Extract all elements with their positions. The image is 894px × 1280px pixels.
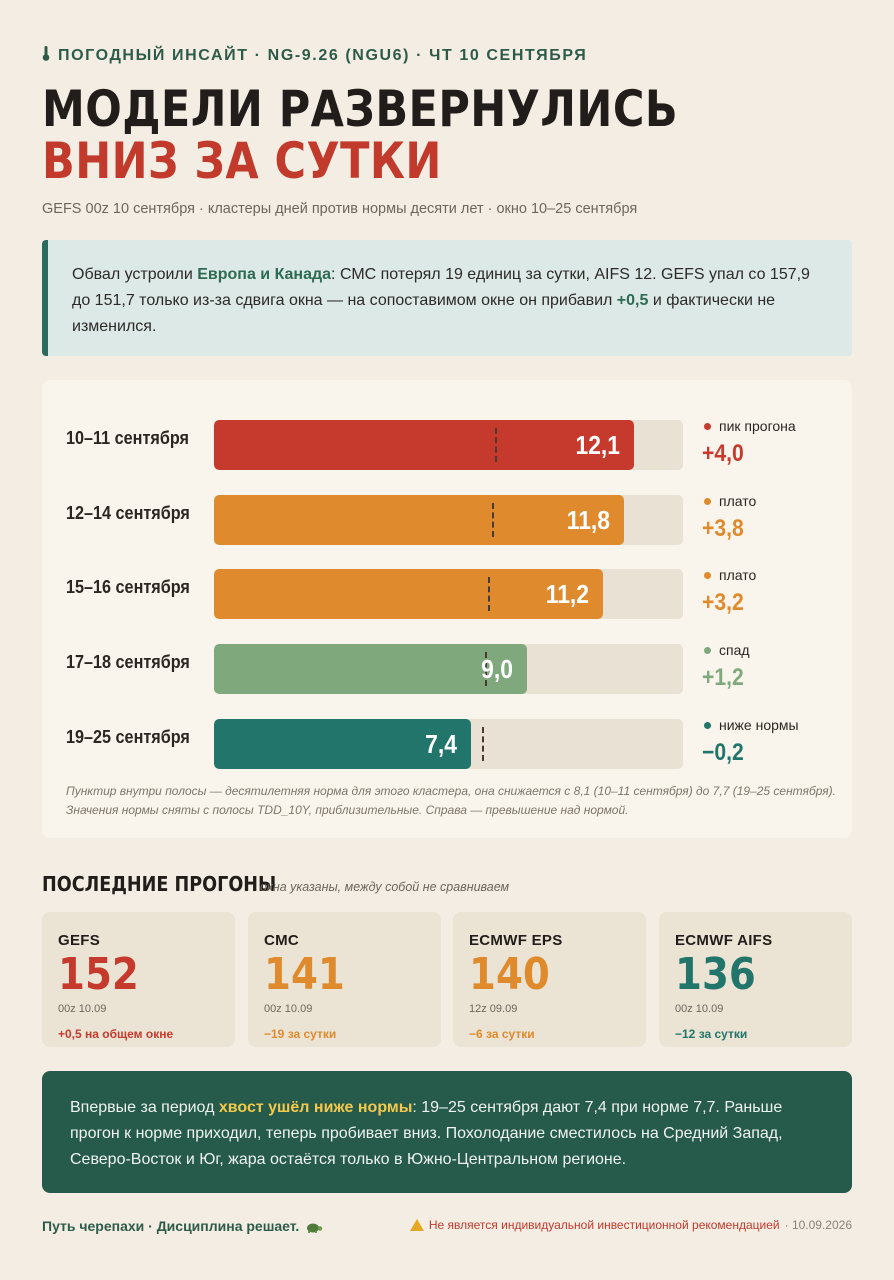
- category-label: 15–16 сентября: [66, 577, 190, 597]
- model-name: ECMWF AIFS: [675, 932, 773, 949]
- norm-marker: [492, 503, 494, 537]
- status-text: плато: [719, 567, 757, 583]
- deviation-value: −0,2: [702, 739, 744, 766]
- bar: [214, 495, 624, 545]
- turtle-icon: [305, 1220, 323, 1233]
- model-card-gefs: GEFS 152 00z 10.09 +0,5 на общем окне: [42, 912, 235, 1047]
- kicker-text: ПОГОДНЫЙ ИНСАЙТ · NG-9.26 (NGU6) · ЧТ 10…: [58, 46, 588, 64]
- model-card-cmc: CMC 141 00z 10.09 −19 за сутки: [248, 912, 441, 1047]
- chart-row: 10–11 сентября 12,1 пик прогона +4,0: [42, 410, 852, 470]
- summary-callout: Обвал устроили Европа и Канада: СМС поте…: [42, 240, 852, 356]
- model-name: CMC: [264, 932, 300, 949]
- page-title-line1: МОДЕЛИ РАЗВЕРНУЛИСЬ: [42, 80, 679, 138]
- callout-highlight-2: +0,5: [616, 292, 649, 309]
- footer-slogan-text: Путь черепахи · Дисциплина решает.: [42, 1218, 300, 1234]
- kicker-line: ПОГОДНЫЙ ИНСАЙТ · NG-9.26 (NGU6) · ЧТ 10…: [42, 46, 802, 65]
- conclusion-highlight: хвост ушёл ниже нормы: [218, 1099, 413, 1116]
- conclusion-text-1: Впервые за период: [70, 1099, 219, 1116]
- footer-disclaimer: Не является индивидуальной инвестиционно…: [409, 1218, 852, 1232]
- model-card-ecmwf-eps: ECMWF EPS 140 12z 09.09 −6 за сутки: [453, 912, 646, 1047]
- deviation-value: +3,8: [702, 515, 744, 542]
- status-dot-icon: [704, 571, 711, 579]
- warning-icon: [409, 1219, 424, 1231]
- callout-highlight-1: Европа и Канада: [197, 266, 332, 283]
- norm-marker: [488, 577, 490, 611]
- bar-track: 12,1: [214, 420, 683, 470]
- status-label: плато: [704, 493, 756, 509]
- bar-value-label: 7,4: [425, 729, 457, 759]
- model-name: GEFS: [58, 932, 101, 949]
- bar: [214, 644, 527, 694]
- page-subtitle: GEFS 00z 10 сентября · кластеры дней про…: [42, 201, 638, 217]
- model-change: −19 за сутки: [264, 1027, 337, 1041]
- runs-section-subtitle: окна указаны, между собой не сравниваем: [260, 880, 510, 894]
- deviation-value: +3,2: [702, 589, 744, 616]
- norm-marker: [482, 727, 484, 761]
- status-text: спад: [719, 642, 750, 658]
- model-change: −6 за сутки: [469, 1027, 535, 1041]
- conclusion-text-2: : 19–25 сентября дают 7,4 при норме 7,7.…: [70, 1099, 783, 1168]
- bar-track: 11,8: [214, 495, 683, 545]
- model-run-time: 00z 10.09: [58, 1003, 107, 1015]
- status-dot-icon: [704, 646, 711, 654]
- model-card-ecmwf-aifs: ECMWF AIFS 136 00z 10.09 −12 за сутки: [659, 912, 852, 1047]
- status-label: пик прогона: [704, 418, 796, 434]
- chart-row: 19–25 сентября 7,4 ниже нормы −0,2: [42, 709, 852, 769]
- model-run-time: 00z 10.09: [675, 1003, 724, 1015]
- deviation-value: +1,2: [702, 664, 744, 691]
- bar-value-label: 9,0: [481, 654, 513, 684]
- chart-row: 15–16 сентября 11,2 плато +3,2: [42, 559, 852, 619]
- conclusion-box: Впервые за период хвост ушёл ниже нормы:…: [42, 1071, 852, 1193]
- callout-text-2: : СМС потерял 19 единиц за сутки, AIFS 1…: [72, 266, 810, 309]
- disclaimer-text: Не является индивидуальной инвестиционно…: [428, 1218, 780, 1232]
- bar-value-label: 12,1: [575, 430, 620, 460]
- callout-text-1: Обвал устроили: [72, 266, 198, 283]
- status-label: спад: [704, 642, 750, 658]
- status-dot-icon: [704, 422, 711, 430]
- status-text: пик прогона: [719, 418, 796, 434]
- cluster-bar-chart: 10–11 сентября 12,1 пик прогона +4,0 12–14 с…: [42, 380, 852, 838]
- status-dot-icon: [704, 497, 711, 505]
- model-run-time: 12z 09.09: [469, 1003, 518, 1015]
- model-value: 141: [264, 949, 345, 1000]
- norm-marker: [485, 652, 487, 686]
- deviation-value: +4,0: [702, 440, 744, 467]
- runs-section-title: ПОСЛЕДНИЕ ПРОГОНЫ: [42, 872, 277, 896]
- bar-track: 11,2: [214, 569, 683, 619]
- model-name: ECMWF EPS: [469, 932, 563, 949]
- thermometer-icon: [42, 46, 50, 65]
- model-change: +0,5 на общем окне: [58, 1027, 174, 1041]
- chart-note: Пунктир внутри полосы — десятилетняя нор…: [66, 784, 836, 817]
- model-change: −12 за сутки: [675, 1027, 748, 1041]
- footer-date: · 10.09.2026: [784, 1218, 852, 1232]
- model-value: 152: [58, 949, 139, 1000]
- bar: [214, 569, 603, 619]
- chart-row: 17–18 сентября 9,0 спад +1,2: [42, 634, 852, 694]
- status-text: ниже нормы: [719, 717, 799, 733]
- status-dot-icon: [704, 721, 711, 729]
- chart-row: 12–14 сентября 11,8 плато +3,8: [42, 485, 852, 545]
- category-label: 12–14 сентября: [66, 503, 190, 523]
- category-label: 10–11 сентября: [66, 428, 189, 448]
- status-text: плато: [719, 493, 757, 509]
- footer-slogan: Путь черепахи · Дисциплина решает.: [42, 1218, 323, 1234]
- bar: [214, 420, 634, 470]
- callout-text-3: и фактически не изменился.: [72, 292, 776, 335]
- status-label: ниже нормы: [704, 717, 799, 733]
- page-title-line2: ВНИЗ ЗА СУТКИ: [42, 132, 442, 190]
- category-label: 19–25 сентября: [66, 727, 190, 747]
- bar-track: 9,0: [214, 644, 683, 694]
- bar-value-label: 11,2: [545, 579, 589, 609]
- bar-track: 7,4: [214, 719, 683, 769]
- category-label: 17–18 сентября: [66, 652, 190, 672]
- status-label: плато: [704, 567, 756, 583]
- bar-value-label: 11,8: [566, 505, 610, 535]
- model-run-time: 00z 10.09: [264, 1003, 313, 1015]
- model-value: 140: [469, 949, 550, 1000]
- model-value: 136: [675, 949, 756, 1000]
- norm-marker: [495, 428, 497, 462]
- bar: [214, 719, 471, 769]
